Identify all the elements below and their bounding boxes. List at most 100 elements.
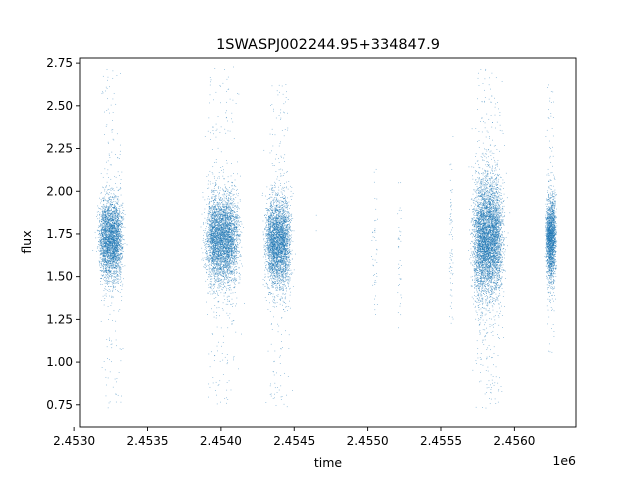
- data-point: [223, 227, 225, 228]
- data-point: [104, 217, 106, 219]
- data-point: [107, 217, 109, 218]
- data-point: [114, 210, 116, 212]
- data-point: [108, 219, 110, 220]
- data-point: [124, 227, 126, 228]
- data-point: [113, 244, 115, 246]
- data-point: [113, 214, 114, 215]
- data-point: [118, 241, 120, 242]
- data-point: [240, 274, 241, 276]
- data-point: [109, 157, 111, 158]
- data-point: [108, 248, 110, 250]
- data-point: [118, 231, 120, 233]
- data-point: [104, 298, 106, 299]
- data-point: [116, 260, 118, 262]
- data-point: [100, 278, 101, 279]
- data-point: [118, 238, 119, 239]
- data-point: [102, 216, 104, 218]
- data-point: [101, 239, 103, 241]
- data-point: [106, 246, 107, 248]
- data-point: [104, 214, 106, 216]
- data-point: [227, 300, 229, 302]
- data-point: [221, 200, 222, 201]
- data-point: [107, 407, 109, 409]
- data-point: [110, 235, 112, 236]
- data-point: [222, 309, 224, 311]
- data-point: [107, 254, 109, 256]
- data-point: [101, 271, 103, 272]
- data-point: [105, 224, 106, 226]
- data-point: [112, 201, 114, 203]
- data-point: [107, 245, 109, 247]
- data-point: [229, 262, 230, 264]
- data-point: [119, 244, 121, 246]
- data-point: [109, 280, 111, 282]
- data-point: [121, 217, 123, 218]
- data-point: [120, 204, 122, 206]
- data-point: [121, 223, 123, 225]
- data-point: [100, 252, 102, 254]
- data-point: [107, 209, 109, 210]
- data-point: [217, 177, 218, 179]
- data-point: [123, 251, 124, 252]
- data-point: [108, 255, 110, 257]
- data-point: [113, 194, 115, 196]
- data-point: [112, 242, 113, 243]
- data-point: [231, 189, 233, 191]
- data-point: [114, 238, 116, 240]
- data-point: [234, 219, 236, 220]
- data-point: [108, 237, 110, 239]
- data-point: [114, 268, 116, 269]
- data-point: [105, 86, 107, 88]
- data-point: [227, 221, 229, 223]
- data-point: [118, 232, 120, 234]
- data-point: [105, 259, 107, 260]
- data-point: [228, 207, 229, 209]
- data-point: [107, 238, 109, 240]
- data-point: [239, 239, 241, 241]
- data-point: [222, 171, 224, 173]
- data-point: [114, 235, 115, 237]
- data-point: [118, 205, 120, 207]
- data-point: [111, 214, 113, 216]
- data-point: [97, 230, 98, 232]
- data-point: [210, 209, 212, 211]
- data-point: [100, 245, 102, 246]
- data-point: [115, 208, 117, 210]
- data-point: [110, 259, 112, 260]
- data-point: [105, 221, 106, 223]
- data-point: [110, 290, 111, 292]
- data-point: [109, 185, 110, 187]
- data-point: [116, 212, 118, 213]
- data-point: [99, 261, 101, 262]
- data-point: [99, 263, 100, 265]
- data-point: [232, 274, 233, 275]
- data-point: [109, 251, 111, 252]
- data-point: [104, 223, 105, 225]
- data-point: [108, 216, 109, 218]
- data-point: [103, 225, 105, 227]
- data-point: [110, 265, 112, 266]
- data-point: [104, 220, 105, 222]
- data-point: [234, 203, 236, 205]
- data-point: [101, 254, 103, 255]
- data-point: [105, 194, 106, 196]
- data-point: [215, 233, 216, 235]
- data-point: [107, 212, 109, 213]
- data-point: [110, 274, 111, 276]
- data-point: [230, 287, 231, 289]
- data-point: [229, 212, 231, 213]
- data-point: [114, 221, 115, 223]
- data-point: [112, 211, 114, 212]
- data-point: [227, 262, 229, 264]
- data-point: [112, 257, 114, 258]
- data-point: [107, 207, 108, 209]
- data-point: [121, 234, 123, 236]
- data-point: [229, 98, 231, 100]
- data-point: [112, 286, 114, 288]
- data-point: [112, 252, 114, 254]
- data-point: [105, 216, 107, 217]
- data-point: [108, 257, 109, 259]
- data-point: [100, 172, 102, 174]
- data-point: [111, 274, 113, 276]
- data-point: [107, 209, 108, 211]
